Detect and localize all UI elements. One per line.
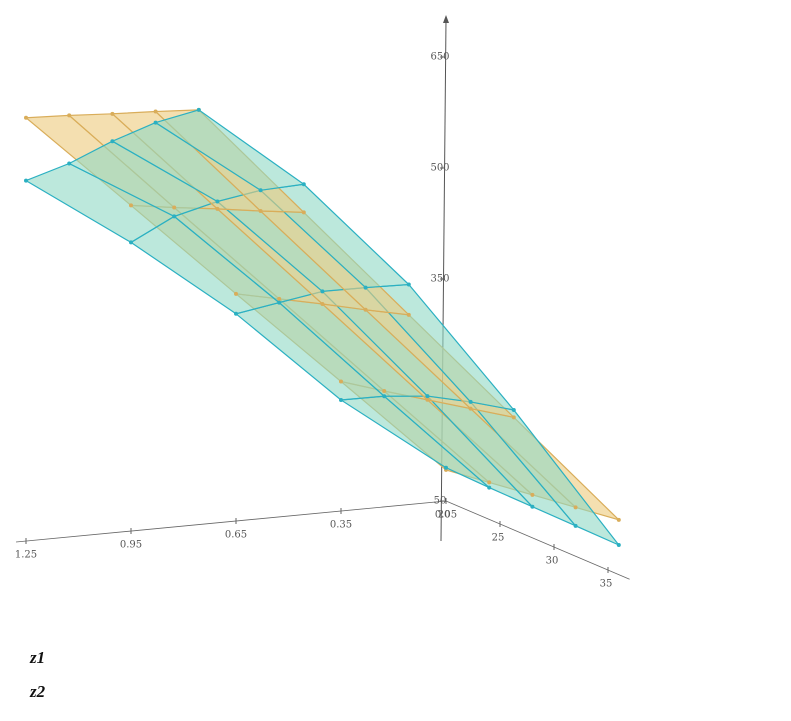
surface-point bbox=[277, 300, 282, 305]
surface-point bbox=[487, 480, 492, 485]
surface-point bbox=[425, 394, 430, 399]
surface-point bbox=[511, 407, 516, 412]
surface-point bbox=[129, 240, 133, 245]
surface-point bbox=[67, 113, 72, 118]
surface-point bbox=[339, 379, 343, 384]
x-axis bbox=[15, 500, 447, 543]
surface-point bbox=[468, 399, 473, 404]
surface-point bbox=[129, 203, 133, 208]
surface-point bbox=[382, 389, 387, 394]
legend-entry[interactable]: z1 bbox=[30, 648, 46, 667]
x-tick-label: 0.95 bbox=[120, 540, 142, 551]
y-tick-label: 25 bbox=[492, 533, 505, 544]
surface-point bbox=[444, 465, 448, 470]
surface-point bbox=[616, 517, 621, 522]
surface-point bbox=[258, 188, 263, 193]
y-tick-label: 20 bbox=[438, 510, 451, 521]
surface-point bbox=[110, 111, 115, 116]
y-tick-label: 30 bbox=[546, 556, 559, 567]
z-axis-arrow bbox=[443, 15, 449, 23]
x-tick-label: 0.05 bbox=[435, 510, 457, 521]
surface-point bbox=[573, 523, 578, 528]
surface-point bbox=[277, 296, 282, 301]
surface-point bbox=[363, 307, 368, 312]
surface-point bbox=[339, 398, 343, 402]
surface-point bbox=[406, 312, 411, 317]
surface-point bbox=[153, 109, 158, 114]
surface-point bbox=[234, 291, 238, 296]
surface-point bbox=[511, 415, 516, 420]
x-tick-label: 0.65 bbox=[225, 530, 247, 541]
surface-point bbox=[215, 206, 220, 211]
surface-point bbox=[215, 199, 220, 204]
surface-point bbox=[172, 214, 177, 219]
y-axis bbox=[445, 500, 630, 580]
surface-point bbox=[153, 120, 158, 125]
surface-point bbox=[487, 485, 492, 490]
z-tick-label: 50 bbox=[434, 496, 447, 507]
surface-point bbox=[196, 107, 201, 112]
surface-point bbox=[425, 397, 430, 402]
chart: 0.05 0.35 0.65 0.95 1.25 20 25 30 35 50 350 500 650 bbox=[15, 15, 630, 590]
surface-point bbox=[320, 289, 325, 294]
surface-point bbox=[382, 394, 387, 399]
surface-point bbox=[110, 139, 115, 144]
surface-point bbox=[530, 504, 535, 509]
z-tick-label: 650 bbox=[430, 52, 449, 63]
surface-point bbox=[468, 406, 473, 411]
z-tick-label: 350 bbox=[430, 274, 449, 285]
legend-entry[interactable]: z2 bbox=[30, 682, 46, 701]
surface-point bbox=[234, 311, 238, 316]
surface-point bbox=[172, 205, 177, 210]
surface-point bbox=[24, 178, 28, 183]
z-tick-label: 500 bbox=[430, 163, 449, 174]
surface-point bbox=[258, 209, 263, 214]
surface-point bbox=[363, 285, 368, 290]
surface-point bbox=[301, 210, 306, 215]
x-tick-label: 1.25 bbox=[15, 550, 37, 561]
surface-point bbox=[573, 505, 578, 510]
surface-point bbox=[320, 301, 325, 306]
surface-point bbox=[616, 543, 621, 547]
surface-point bbox=[24, 115, 28, 120]
surface-point bbox=[301, 182, 306, 187]
y-tick-label: 35 bbox=[600, 579, 613, 590]
x-tick-label: 0.35 bbox=[330, 520, 352, 531]
surface-point bbox=[406, 282, 411, 287]
surface-point bbox=[530, 492, 535, 497]
surface-point bbox=[67, 161, 72, 166]
